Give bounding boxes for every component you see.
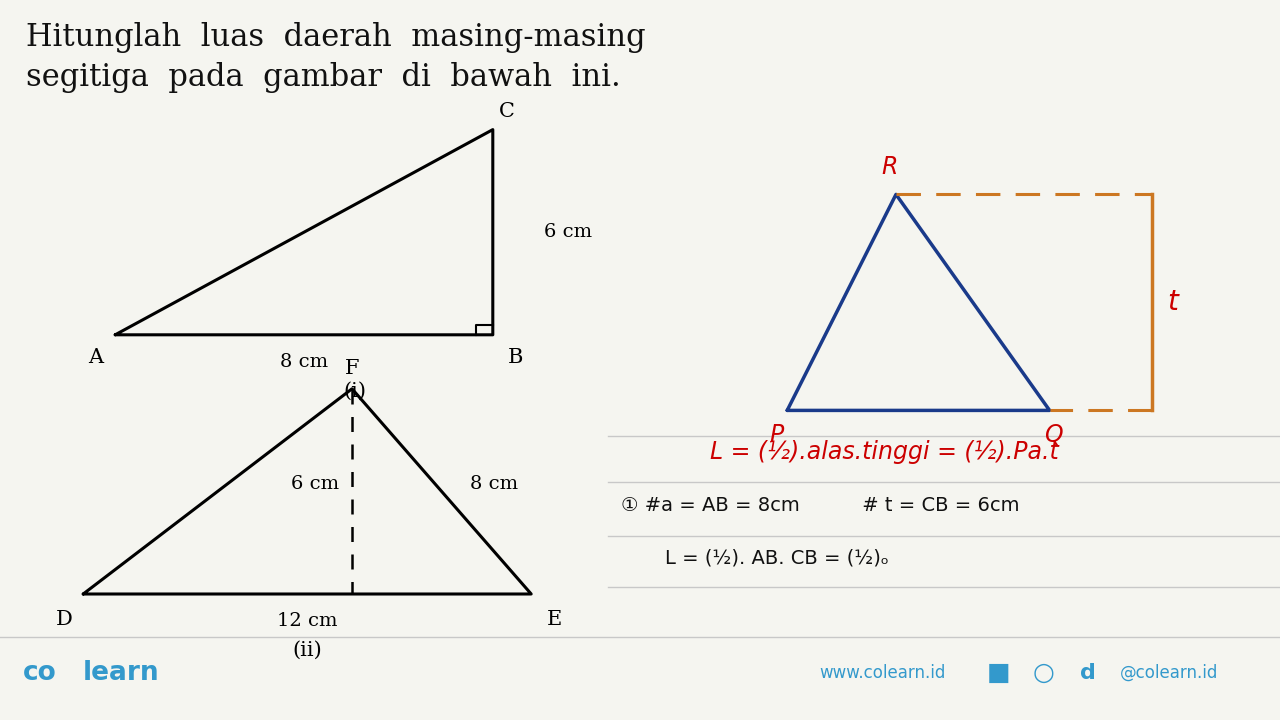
Text: (ii): (ii) xyxy=(292,641,323,660)
Text: F: F xyxy=(344,359,360,378)
Text: co: co xyxy=(23,660,56,686)
Text: www.colearn.id: www.colearn.id xyxy=(819,664,946,683)
Text: Hitunglah  luas  daerah  masing-masing
segitiga  pada  gambar  di  bawah  ini.: Hitunglah luas daerah masing-masing segi… xyxy=(26,22,645,93)
Text: Q: Q xyxy=(1044,423,1062,447)
Text: C: C xyxy=(499,102,515,121)
Text: ① #a = AB = 8cm          # t = CB = 6cm: ① #a = AB = 8cm # t = CB = 6cm xyxy=(621,496,1019,516)
Text: d: d xyxy=(1080,663,1096,683)
Text: L = (½). AB. CB = (½)ₒ: L = (½). AB. CB = (½)ₒ xyxy=(640,549,888,567)
Text: ■: ■ xyxy=(987,661,1010,685)
Text: 6 cm: 6 cm xyxy=(544,223,593,241)
Text: 12 cm: 12 cm xyxy=(276,612,338,630)
Text: R: R xyxy=(882,155,897,179)
Text: L = (½).alas.tinggi = (½).Pa.t: L = (½).alas.tinggi = (½).Pa.t xyxy=(710,440,1059,464)
Text: ○: ○ xyxy=(1032,661,1055,685)
Text: B: B xyxy=(508,348,524,366)
Text: learn: learn xyxy=(83,660,160,686)
Text: E: E xyxy=(547,610,562,629)
Text: t: t xyxy=(1167,289,1178,316)
Text: 8 cm: 8 cm xyxy=(280,353,328,371)
Text: A: A xyxy=(88,348,104,366)
Text: 6 cm: 6 cm xyxy=(291,475,339,493)
Text: P: P xyxy=(769,423,785,447)
Text: 8 cm: 8 cm xyxy=(470,475,518,493)
Text: @colearn.id: @colearn.id xyxy=(1120,664,1219,683)
Text: D: D xyxy=(55,610,73,629)
Text: (i): (i) xyxy=(344,382,366,400)
